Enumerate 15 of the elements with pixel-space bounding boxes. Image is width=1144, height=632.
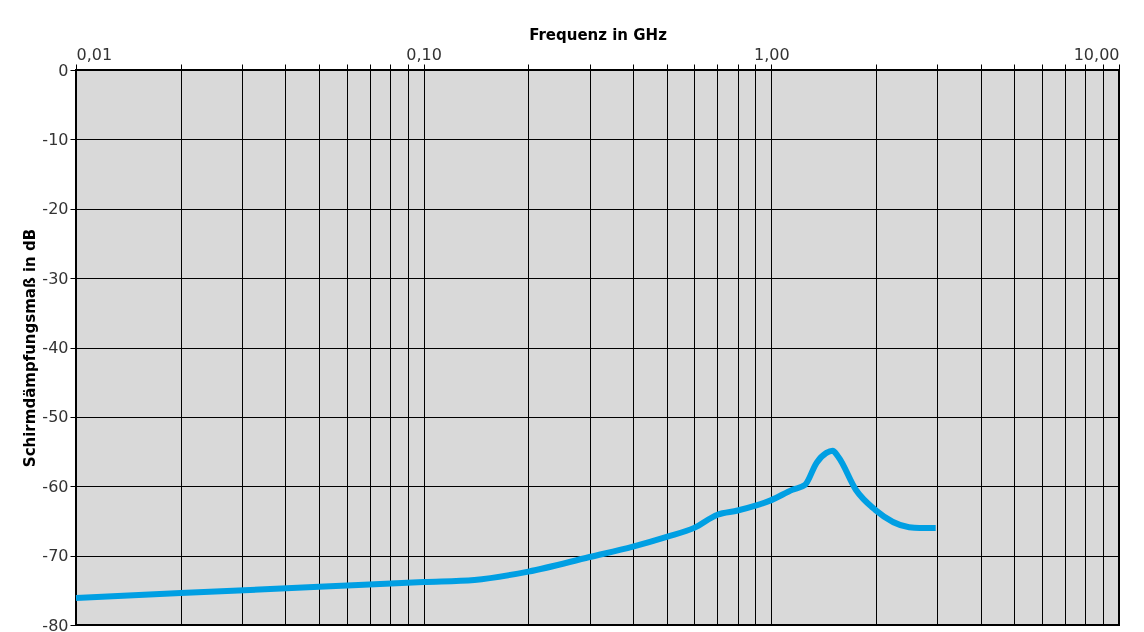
x-tick-label: 1,00	[754, 44, 790, 64]
x-tick-label: 0,01	[76, 44, 113, 64]
y-tick-label: 0	[58, 60, 69, 80]
y-tick-label: -80	[42, 615, 69, 632]
y-tick-label: -70	[42, 546, 69, 566]
x-tick-label: 0,10	[406, 44, 442, 64]
y-tick-label: -30	[42, 268, 69, 288]
y-axis-title: Schirmdämpfungsmaß in dB	[21, 228, 40, 468]
y-tick-label: -50	[42, 407, 69, 427]
y-tick-label: -60	[42, 476, 69, 496]
y-tick-label: -40	[42, 338, 69, 357]
x-tick-label: 10,00	[1073, 44, 1120, 64]
y-tick-label: -20	[42, 199, 69, 219]
x-axis-title: Frequenz in GHz	[529, 25, 668, 44]
y-tick-label: -10	[42, 129, 69, 149]
